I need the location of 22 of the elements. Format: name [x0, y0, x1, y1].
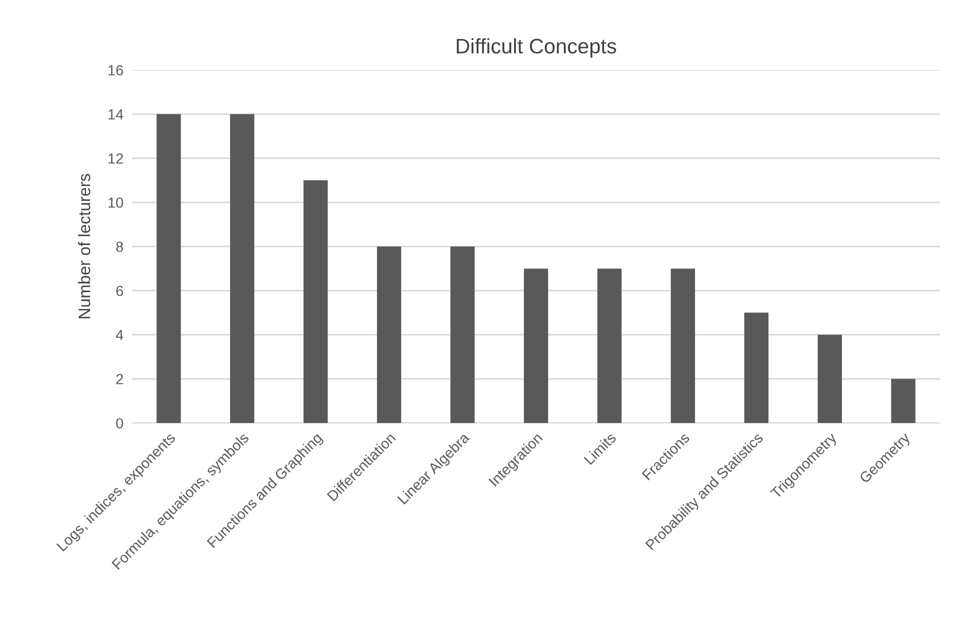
- bar: [304, 180, 328, 423]
- chart-title: Difficult Concepts: [456, 38, 616, 58]
- bar: [818, 334, 842, 423]
- bar: [156, 114, 181, 423]
- bar: [524, 268, 548, 423]
- y-tick-label: 6: [116, 286, 124, 296]
- y-tick-label: 0: [116, 418, 124, 428]
- y-tick-label: 2: [116, 374, 123, 384]
- bar: [597, 268, 622, 423]
- y-tick-label: 12: [108, 153, 123, 164]
- y-tick-label: 8: [116, 242, 124, 252]
- y-tick-label: 4: [116, 330, 124, 340]
- bar: [450, 246, 475, 423]
- y-axis-title: Number of lecturers: [78, 174, 90, 318]
- bar: [670, 268, 696, 423]
- bar: [891, 378, 916, 423]
- y-tick-label: 16: [108, 65, 124, 76]
- bar: [744, 312, 768, 423]
- bar: [376, 246, 402, 423]
- y-tick-label: 14: [108, 109, 124, 120]
- bar: [230, 114, 254, 423]
- y-tick-label: 10: [108, 197, 124, 208]
